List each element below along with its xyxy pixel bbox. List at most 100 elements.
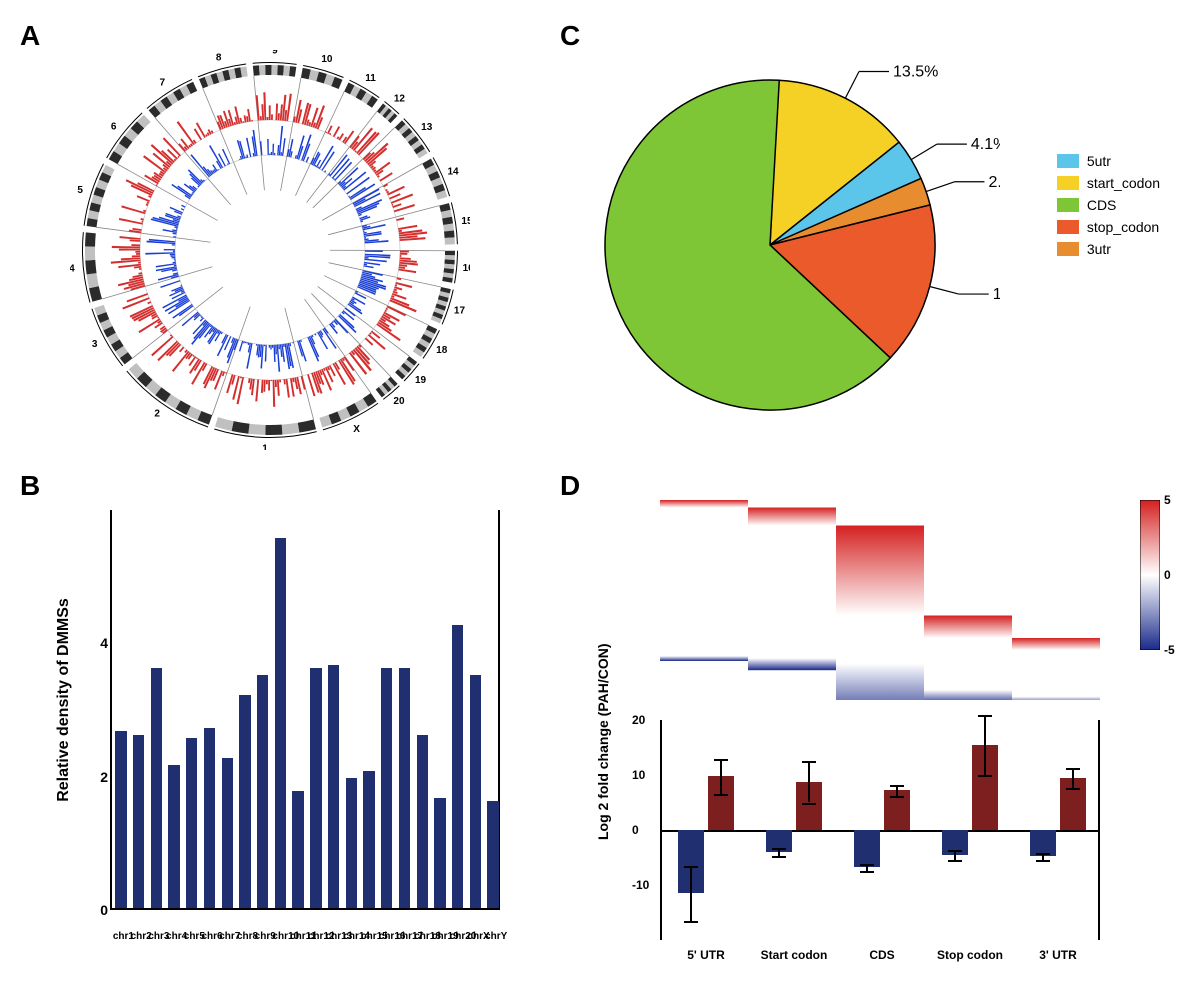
figure-grid: A 1234567891011121314151617181920X C 13.… — [20, 20, 1180, 984]
heatmap-svg — [660, 500, 1100, 700]
svg-text:6: 6 — [111, 122, 117, 133]
svg-text:X: X — [353, 424, 360, 435]
d-colorbar: -505 — [1140, 500, 1160, 650]
b-xtick: chrY — [485, 931, 507, 942]
b-bar — [487, 801, 498, 908]
circos-svg: 1234567891011121314151617181920X — [70, 50, 470, 450]
b-bar — [292, 791, 303, 908]
colorbar-tick: 5 — [1164, 493, 1171, 507]
d-xtick: CDS — [869, 948, 894, 962]
pie-legend: 5utr start_codon CDS stop_codon 3utr — [1057, 150, 1160, 260]
legend-label: CDS — [1087, 197, 1117, 213]
b-bar — [399, 668, 410, 908]
svg-text:13: 13 — [421, 122, 433, 133]
legend-label: start_codon — [1087, 175, 1160, 191]
svg-text:4: 4 — [70, 263, 75, 274]
panel-b-label: B — [20, 470, 40, 502]
b-y-axis-label: Relative density of DMMSs — [55, 598, 73, 802]
panel-b: B Relative density of DMMSs chr1chr2chr3… — [20, 470, 540, 980]
b-bar — [328, 665, 339, 908]
legend-row-start_codon: start_codon — [1057, 172, 1160, 194]
svg-text:13.5%: 13.5% — [893, 64, 938, 81]
b-ytick: 2 — [90, 769, 108, 785]
legend-label: 3utr — [1087, 241, 1111, 257]
circos-plot: 1234567891011121314151617181920X — [70, 50, 470, 450]
svg-text:5: 5 — [77, 185, 83, 196]
b-ytick: 4 — [90, 635, 108, 651]
d-y-axis-label: Log 2 fold change (PAH/CON) — [595, 643, 611, 840]
svg-text:16: 16 — [463, 263, 470, 274]
panel-a: A 1234567891011121314151617181920X — [20, 20, 540, 450]
b-bar — [434, 798, 445, 908]
svg-text:9: 9 — [272, 50, 278, 57]
svg-text:10: 10 — [321, 54, 333, 65]
legend-row-3utr: 3utr — [1057, 238, 1160, 260]
legend-row-5utr: 5utr — [1057, 150, 1160, 172]
bar-chart-b: Relative density of DMMSs chr1chr2chr3ch… — [60, 500, 510, 950]
b-bar — [346, 778, 357, 908]
d-xtick: 5' UTR — [687, 948, 725, 962]
legend-row-CDS: CDS — [1057, 194, 1160, 216]
legend-swatch — [1057, 242, 1079, 256]
colorbar-tick: -5 — [1164, 643, 1175, 657]
panel-d-content: -505 Log 2 fold change (PAH/CON) -100102… — [600, 500, 1160, 960]
legend-row-stop_codon: stop_codon — [1057, 216, 1160, 238]
svg-text:2.7%: 2.7% — [988, 174, 1000, 191]
panel-c: C 13.5%4.1%2.7%15.9%63.9% 5utrstart_codo… — [560, 20, 1200, 450]
d-plot-area: -10010205' UTRStart codonCDSStop codon3'… — [660, 720, 1100, 940]
svg-text:4.1%: 4.1% — [971, 136, 1000, 153]
svg-text:14: 14 — [447, 166, 459, 177]
b-bar — [257, 675, 268, 908]
pie-svg: 13.5%4.1%2.7%15.9%63.9% — [600, 50, 1000, 430]
svg-text:11: 11 — [365, 73, 376, 84]
legend-label: 5utr — [1087, 153, 1111, 169]
b-bar — [417, 735, 428, 908]
svg-text:12: 12 — [394, 93, 406, 104]
svg-text:3: 3 — [92, 339, 98, 350]
b-bar — [470, 675, 481, 908]
panel-d-label: D — [560, 470, 580, 502]
colorbar-tick: 0 — [1164, 568, 1171, 582]
d-ytick: 10 — [632, 768, 645, 782]
legend-swatch — [1057, 198, 1079, 212]
svg-text:17: 17 — [454, 305, 466, 316]
d-ytick: -10 — [632, 878, 649, 892]
legend-swatch — [1057, 176, 1079, 190]
colorbar-svg — [1140, 500, 1160, 650]
svg-text:8: 8 — [216, 52, 222, 63]
svg-text:15: 15 — [461, 216, 470, 227]
b-bar — [186, 738, 197, 908]
b-bar — [151, 668, 162, 908]
svg-text:20: 20 — [393, 396, 405, 407]
b-bar — [168, 765, 179, 908]
d-xtick: 3' UTR — [1039, 948, 1077, 962]
svg-text:19: 19 — [415, 375, 427, 386]
svg-text:7: 7 — [159, 77, 165, 88]
d-ytick: 0 — [632, 823, 639, 837]
b-bar — [115, 731, 126, 908]
b-bar — [363, 771, 374, 908]
b-bar — [239, 695, 250, 908]
svg-text:1: 1 — [262, 444, 268, 450]
panel-c-label: C — [560, 20, 580, 52]
d-bar — [854, 830, 880, 867]
panel-d: D -505 Log 2 fold change (PAH/CON) -1001… — [560, 470, 1200, 980]
b-bar — [275, 538, 286, 908]
d-ytick: 20 — [632, 713, 645, 727]
d-xtick: Stop codon — [937, 948, 1003, 962]
legend-swatch — [1057, 154, 1079, 168]
b-bar — [381, 668, 392, 908]
b-plot-area: chr1chr2chr3chr4chr5chr6chr7chr8chr9chr1… — [110, 510, 500, 910]
legend-label: stop_codon — [1087, 219, 1159, 235]
svg-text:18: 18 — [436, 345, 448, 356]
b-bar — [452, 625, 463, 908]
legend-swatch — [1057, 220, 1079, 234]
b-bar — [222, 758, 233, 908]
d-xtick: Start codon — [761, 948, 828, 962]
d-heatmap — [660, 500, 1100, 700]
b-bar — [133, 735, 144, 908]
panel-a-label: A — [20, 20, 40, 52]
b-bar — [310, 668, 321, 908]
b-ytick: 0 — [90, 902, 108, 918]
svg-text:2: 2 — [154, 409, 160, 420]
